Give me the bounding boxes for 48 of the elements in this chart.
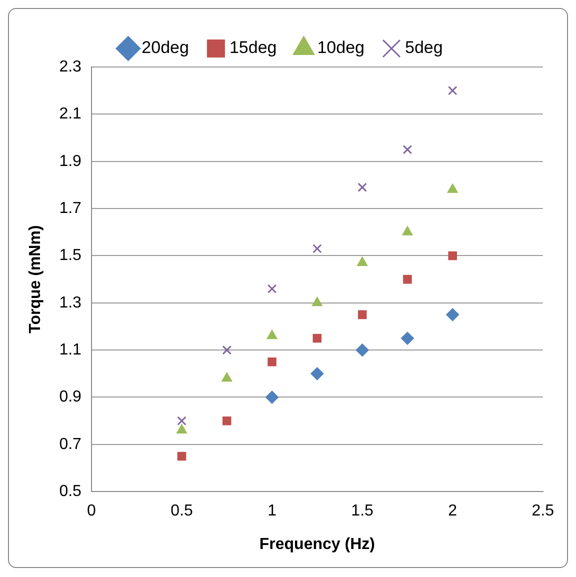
point [177, 452, 186, 461]
point [402, 226, 413, 236]
x-tick-label: 2 [448, 502, 458, 520]
x-tick-label: 1 [268, 502, 277, 520]
point [222, 416, 232, 426]
y-tick-label: 1.5 [59, 247, 82, 264]
point [447, 184, 458, 193]
point [266, 390, 279, 404]
y-axis-title: Torque (mNm) [27, 225, 44, 334]
point [358, 310, 367, 320]
point [356, 344, 369, 357]
point [222, 372, 232, 382]
point [268, 357, 276, 366]
point [222, 345, 232, 355]
x-tick-label: 1.5 [351, 502, 374, 520]
point [312, 244, 322, 254]
point [312, 296, 322, 306]
legend-label: 20deg [142, 38, 189, 58]
point [267, 284, 277, 294]
y-tick-label: 0.5 [59, 483, 82, 500]
y-tick-label: 0.9 [59, 388, 82, 406]
point [176, 424, 187, 434]
y-tick-label: 1.1 [59, 341, 82, 358]
point [357, 256, 368, 266]
point [402, 144, 412, 154]
x-tick-label: 0 [86, 502, 96, 520]
y-tick-label: 1.7 [59, 200, 82, 217]
point [448, 251, 457, 260]
point [310, 367, 324, 380]
point [403, 274, 412, 284]
point [312, 334, 322, 343]
point [358, 182, 367, 192]
legend-label: 5deg [405, 38, 443, 58]
legend-label: 15deg [229, 38, 277, 58]
x-axis-title: Frequency (Hz) [259, 536, 375, 553]
y-tick-label: 1.3 [59, 294, 82, 312]
point [400, 332, 414, 345]
x-tick-label: 2.5 [532, 502, 554, 520]
y-tick-label: 2.3 [59, 58, 82, 76]
x-tick-label: 0.5 [170, 502, 193, 520]
y-tick-label: 1.9 [59, 152, 82, 170]
point [446, 308, 460, 322]
point [177, 416, 186, 426]
point [266, 330, 278, 340]
point [448, 86, 458, 96]
y-tick-label: 0.7 [59, 436, 82, 453]
legend-label: 10deg [317, 38, 365, 58]
y-tick-label: 2.1 [59, 106, 82, 123]
